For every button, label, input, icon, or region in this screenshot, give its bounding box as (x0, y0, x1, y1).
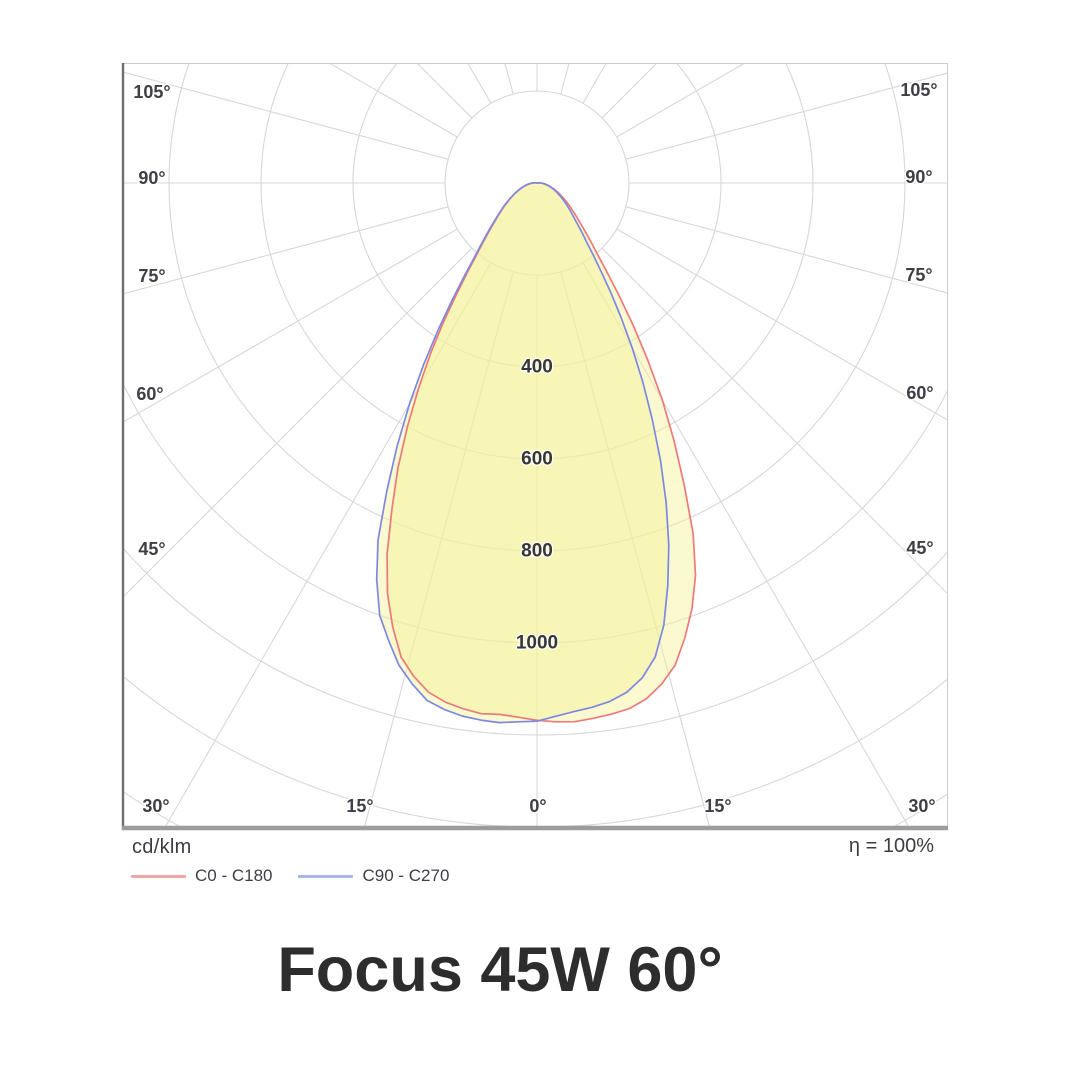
grid-radial-line (560, 271, 710, 826)
grid-radial-line (601, 247, 948, 595)
angle-tick-label: 90° (138, 168, 165, 188)
angle-tick-label: 105° (900, 80, 937, 100)
grid-radial-line (625, 206, 948, 294)
page-title: Focus 45W 60° (277, 935, 723, 1005)
grid-radial-line (616, 63, 746, 138)
angle-tick-label: 30° (142, 796, 169, 816)
grid-radial-line (560, 63, 570, 95)
grid-radial-line (616, 228, 948, 421)
grid-radial-line (122, 247, 473, 599)
angle-tick-label: 75° (138, 266, 165, 286)
grid-radial-line (416, 63, 473, 119)
angle-tick-label: 0° (529, 796, 546, 816)
legend-label-c90-c270: C90 - C270 (362, 866, 450, 885)
grid-radial-line (582, 262, 909, 826)
ring-value-label: 600 (521, 449, 553, 470)
angle-tick-label: 60° (906, 383, 933, 403)
angle-tick-label: 60° (136, 384, 163, 404)
grid-radial-line (122, 71, 449, 160)
curve-fill-c0-c180 (387, 182, 696, 722)
efficiency-label: η = 100% (848, 835, 934, 857)
angle-tick-label: 45° (906, 538, 933, 558)
ring-value-label: 400 (521, 357, 553, 378)
angle-tick-label: 30° (908, 796, 935, 816)
grid-radial-line (582, 63, 607, 104)
grid-radial-line (328, 63, 458, 138)
ring-value-label: 800 (521, 541, 553, 562)
curve-fill-c90-c270 (376, 182, 669, 723)
grid-radial-line (364, 271, 514, 826)
grid-radial-line (504, 63, 514, 95)
grid-radial-line (122, 206, 449, 295)
ring-value-label: 1000 (516, 633, 558, 654)
legend-label-c0-c180: C0 - C180 (195, 866, 273, 885)
polar-grid (122, 63, 948, 826)
legend: C0 - C180 C90 - C270 (131, 866, 449, 886)
grid-radial-line (601, 63, 658, 119)
angle-tick-label: 15° (704, 796, 731, 816)
unit-label: cd/klm (132, 836, 192, 858)
angle-tick-label: 105° (133, 82, 170, 102)
angle-tick-label: 45° (138, 539, 165, 559)
legend-swatch-c90-c270 (298, 874, 354, 878)
grid-radial-line (625, 72, 948, 160)
angle-tick-label: 15° (346, 796, 373, 816)
intensity-curves (375, 181, 697, 724)
legend-swatch-c0-c180 (131, 874, 186, 878)
angle-tick-label: 90° (905, 167, 932, 187)
grid-radial-line (122, 228, 458, 424)
curve-line-c90-c270 (375, 181, 670, 724)
polar-intensity-chart: 400 600 800 1000 105° 90° 75° 60° 45° 105° 90° 75° 6… (121, 63, 948, 831)
grid-radial-line (165, 262, 492, 826)
angle-tick-label: 75° (905, 265, 932, 285)
grid-radial-line (467, 63, 492, 104)
